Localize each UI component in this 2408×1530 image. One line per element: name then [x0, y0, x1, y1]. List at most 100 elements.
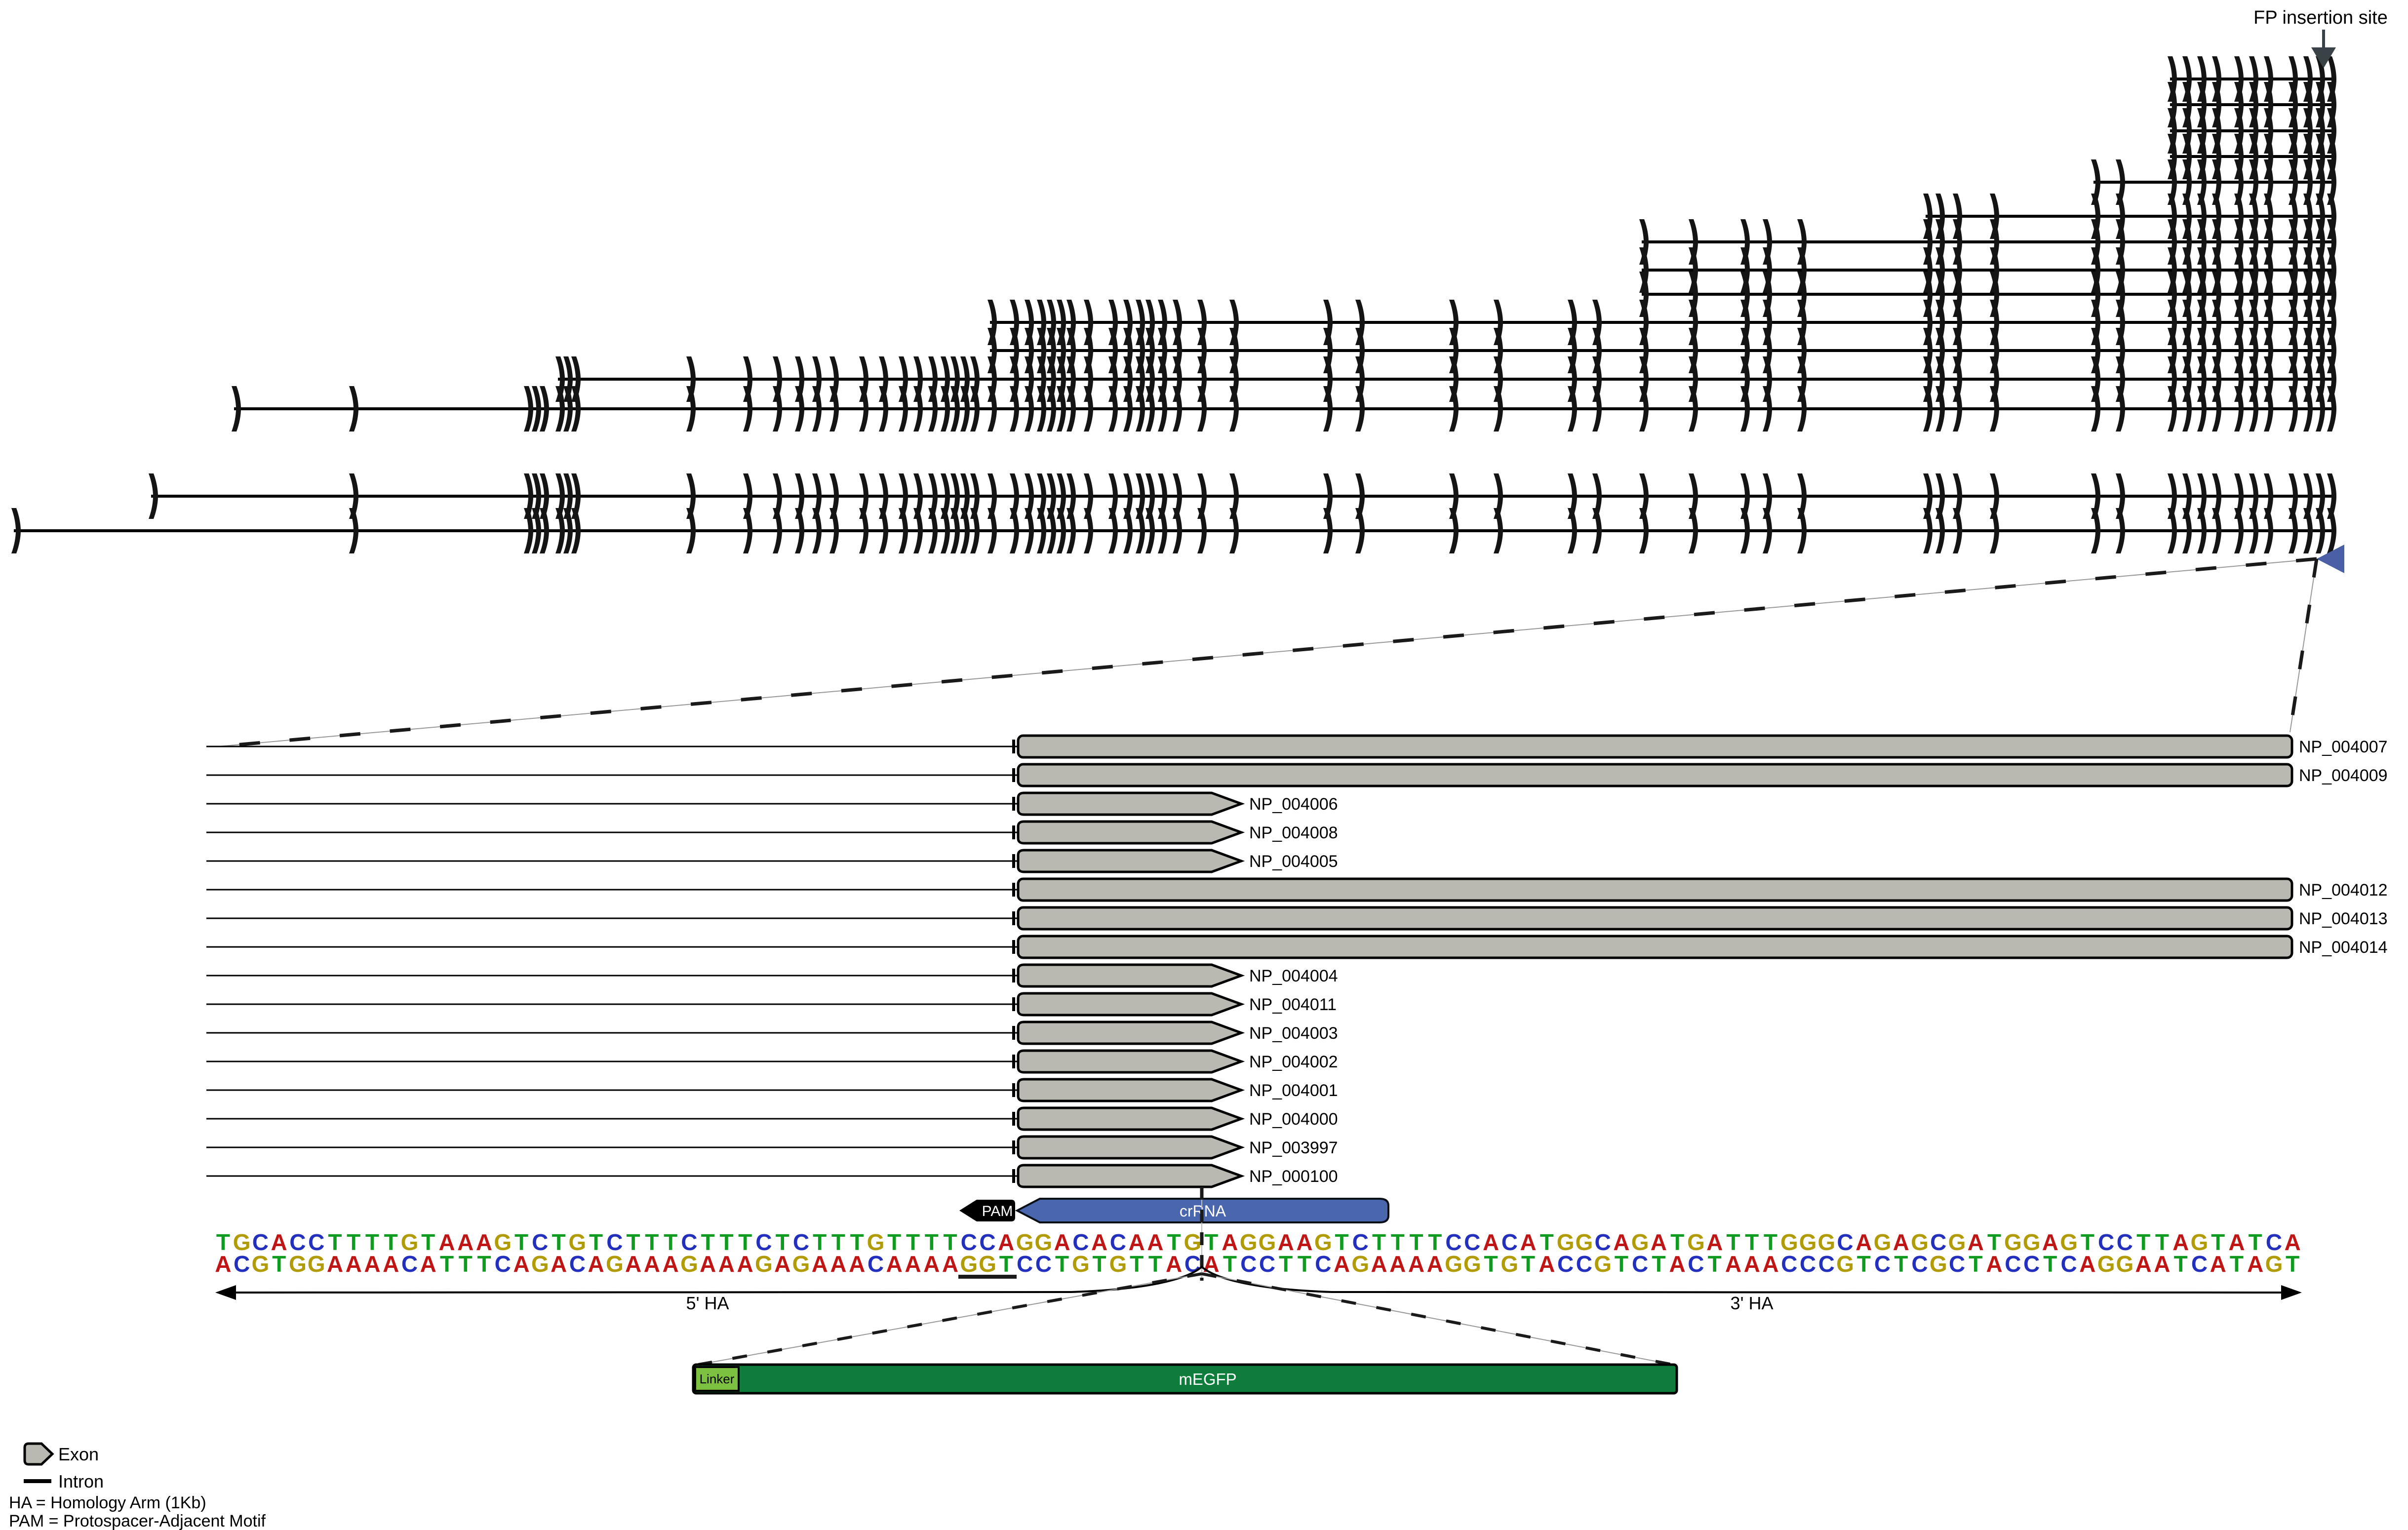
exon-icon	[2168, 272, 2177, 317]
dna-base: G	[960, 1251, 978, 1277]
exon-icon	[2116, 508, 2125, 553]
exon-icon	[349, 508, 358, 553]
exon-icon	[1108, 473, 1118, 519]
dna-base: A	[2042, 1229, 2058, 1255]
isoform-row: NP_004012	[206, 877, 2388, 902]
dna-base: A	[1893, 1229, 1909, 1255]
exon-icon	[1057, 386, 1066, 432]
exon-icon	[2327, 328, 2336, 373]
dna-base: A	[812, 1251, 828, 1277]
dna-base: T	[1055, 1251, 1069, 1277]
transcript-row	[149, 473, 2336, 519]
exon-icon	[1323, 300, 1333, 345]
isoform-label: NP_004000	[1249, 1110, 1338, 1129]
exon-boundary-tick	[1012, 969, 1015, 982]
exon-icon	[2197, 272, 2207, 317]
exon-icon	[563, 356, 573, 402]
exon-icon	[1108, 386, 1118, 432]
dna-base: A	[1651, 1229, 1667, 1255]
exon-icon	[2264, 356, 2273, 402]
exon-icon	[950, 356, 960, 402]
exon-icon	[1449, 300, 1459, 345]
dna-base: G	[1314, 1229, 1332, 1255]
exon-icon	[941, 356, 950, 402]
exon-icon	[950, 508, 960, 553]
exon-icon	[2234, 508, 2244, 553]
exon-icon	[532, 386, 541, 432]
isoform-cds-bar	[1017, 734, 2293, 759]
dna-base: C	[1837, 1229, 1853, 1255]
dna-base: T	[1764, 1229, 1777, 1255]
exon-icon	[2197, 508, 2207, 553]
exon-icon	[1123, 300, 1133, 345]
exon-icon	[563, 473, 573, 519]
exon-icon	[2182, 386, 2192, 432]
exon-icon	[1355, 300, 1365, 345]
exon-icon	[2168, 328, 2177, 373]
dna-base: T	[1894, 1251, 1908, 1277]
exon-icon	[987, 508, 997, 553]
exon-icon	[1689, 272, 1698, 317]
exon-icon	[1057, 508, 1066, 553]
dna-base: T	[552, 1229, 566, 1255]
isoform-cds-bar	[1017, 1106, 1245, 1131]
dna-base: T	[440, 1251, 454, 1277]
dna-base: C	[606, 1229, 623, 1255]
isoform-label: NP_004014	[2299, 938, 2388, 957]
transcript-row	[1923, 194, 2336, 239]
dna-base: A	[2154, 1251, 2170, 1277]
exon-icon	[1158, 386, 1167, 432]
exon-icon	[1797, 300, 1807, 345]
legend-ha-note: HA = Homology Arm (1Kb)	[9, 1493, 206, 1512]
transcript-row	[987, 328, 2336, 373]
exon-icon	[1990, 272, 1999, 317]
exon-icon	[812, 508, 822, 553]
dna-base: T	[1987, 1229, 2001, 1255]
isoform-row: NP_004003	[206, 1020, 1338, 1045]
exon-icon	[2249, 219, 2258, 265]
isoform-label: NP_004001	[1249, 1081, 1338, 1100]
exon-icon	[1763, 272, 1772, 317]
dna-base: A	[1147, 1229, 1163, 1255]
exon-icon	[2264, 473, 2273, 519]
exon-icon	[2327, 219, 2336, 265]
exon-icon	[2316, 272, 2325, 317]
exon-icon	[1173, 300, 1182, 345]
dna-base: A	[1539, 1251, 1555, 1277]
dna-base: G	[308, 1251, 325, 1277]
exon-icon	[2249, 159, 2258, 205]
exon-icon	[859, 508, 868, 553]
dna-base: A	[923, 1251, 940, 1277]
exon-icon	[1689, 328, 1698, 373]
isoform-row: NP_004005	[206, 849, 1338, 873]
dna-base: T	[421, 1229, 435, 1255]
dna-base: T	[943, 1229, 957, 1255]
dna-base: A	[1483, 1229, 1499, 1255]
exon-icon	[1010, 356, 1019, 402]
dna-base: T	[1167, 1229, 1181, 1255]
dna-base: C	[2191, 1251, 2208, 1277]
isoform-label: NP_004003	[1249, 1024, 1338, 1043]
exon-icon	[1037, 356, 1046, 402]
isoform-cds-bar	[1017, 1049, 1245, 1074]
exon-icon	[1797, 356, 1807, 402]
dna-base: A	[1725, 1251, 1741, 1277]
dna-base: A	[2228, 1229, 2245, 1255]
exon-icon	[1025, 356, 1034, 402]
dna-base: G	[1016, 1229, 1034, 1255]
pam-label: PAM	[982, 1203, 1013, 1219]
dna-base: G	[755, 1251, 773, 1277]
dna-base: T	[1279, 1251, 1293, 1277]
exon-icon	[1123, 473, 1133, 519]
exon-icon	[1323, 386, 1333, 432]
exon-icon	[2197, 386, 2207, 432]
dna-base: C	[2061, 1251, 2077, 1277]
isoform-label: NP_004007	[2299, 738, 2388, 756]
exon-icon	[2303, 356, 2313, 402]
exon-icon	[1010, 508, 1019, 553]
exon-icon	[1797, 508, 1807, 553]
exon-icon	[1935, 356, 1945, 402]
transcript-row	[1639, 272, 2336, 317]
exon-icon	[1047, 386, 1056, 432]
